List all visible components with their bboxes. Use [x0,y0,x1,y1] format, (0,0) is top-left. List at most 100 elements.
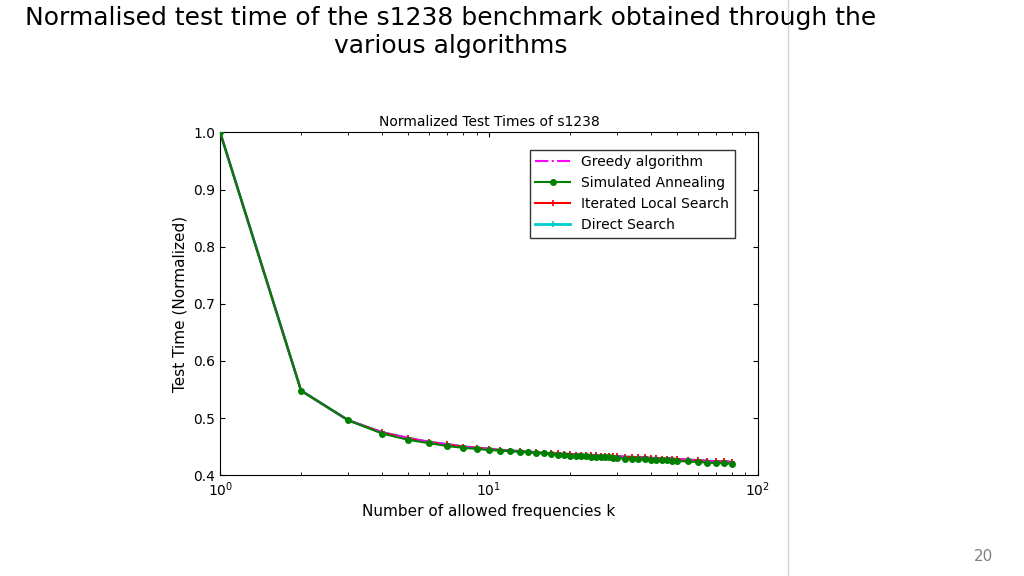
Iterated Local Search [645,454,657,461]
Direct Search [564,450,577,457]
Greedy algorithm [585,452,597,458]
Simulated Annealing [671,457,683,464]
Direct Search [441,441,454,448]
Greedy algorithm [611,453,624,460]
Iterated Local Search [626,453,638,460]
Greedy algorithm [626,453,638,460]
Y-axis label: Test Time (Normalized): Test Time (Normalized) [173,216,187,392]
Iterated Local Search [441,441,454,448]
Line: Simulated Annealing: Simulated Annealing [217,130,734,467]
Simulated Annealing [618,455,631,462]
Line: Iterated Local Search: Iterated Local Search [217,129,735,465]
Simulated Annealing [666,457,678,464]
Direct Search [530,449,543,456]
Iterated Local Search [639,454,651,461]
Greedy algorithm [483,445,496,452]
Greedy algorithm [671,456,683,463]
Iterated Local Search [470,444,482,451]
Iterated Local Search [401,435,414,442]
Simulated Annealing [441,442,454,449]
Simulated Annealing [564,452,577,459]
Simulated Annealing [470,445,482,452]
Direct Search [401,435,414,442]
Greedy algorithm [538,449,550,456]
Direct Search [682,456,694,463]
Simulated Annealing [645,456,657,463]
Greedy algorithm [618,453,631,460]
Direct Search [423,438,435,445]
Simulated Annealing [611,454,624,461]
Iterated Local Search [504,447,516,454]
Direct Search [611,453,624,460]
Direct Search [692,457,705,464]
Iterated Local Search [650,454,663,461]
Direct Search [569,451,582,458]
Iterated Local Search [682,456,694,463]
Simulated Annealing [401,437,414,444]
Simulated Annealing [504,448,516,454]
Simulated Annealing [342,417,354,424]
Iterated Local Search [574,451,587,458]
Direct Search [633,454,645,461]
Direct Search [726,458,738,465]
Greedy algorithm [470,444,482,451]
Greedy algorithm [594,452,606,459]
Simulated Annealing [494,447,506,454]
Direct Search [545,450,557,457]
Greedy algorithm [639,454,651,461]
Simulated Annealing [718,460,730,467]
Simulated Annealing [660,457,673,464]
Greedy algorithm [607,453,620,460]
Iterated Local Search [599,452,611,459]
Direct Search [574,451,587,458]
Line: Direct Search: Direct Search [217,129,735,465]
Direct Search [590,452,602,458]
Iterated Local Search [618,453,631,460]
Simulated Annealing [655,457,668,464]
Simulated Annealing [522,449,535,456]
Greedy algorithm [513,448,525,454]
Greedy algorithm [603,452,615,459]
Greedy algorithm [295,387,307,394]
Greedy algorithm [494,446,506,453]
Direct Search [626,453,638,460]
Iterated Local Search [655,455,668,462]
Simulated Annealing [590,453,602,460]
Direct Search [483,445,496,452]
Greedy algorithm [423,438,435,445]
Text: Normalised test time of the s1238 benchmark obtained through the
various algorit: Normalised test time of the s1238 benchm… [25,6,877,58]
Direct Search [645,454,657,461]
Direct Search [504,447,516,454]
Greedy algorithm [558,450,570,457]
Direct Search [552,450,564,457]
Direct Search [650,454,663,461]
Iterated Local Search [530,449,543,456]
Iterated Local Search [552,450,564,457]
Iterated Local Search [611,453,624,460]
Simulated Annealing [607,454,620,461]
Iterated Local Search [513,448,525,454]
Iterated Local Search [522,448,535,455]
Simulated Annealing [513,448,525,455]
Iterated Local Search [710,458,722,465]
Simulated Annealing [710,460,722,467]
Greedy algorithm [342,417,354,424]
Greedy algorithm [701,457,714,464]
Iterated Local Search [585,452,597,458]
Greedy algorithm [655,455,668,462]
Greedy algorithm [457,443,469,450]
Greedy algorithm [552,450,564,457]
Greedy algorithm [710,458,722,465]
Iterated Local Search [671,456,683,463]
Simulated Annealing [626,455,638,462]
Iterated Local Search [701,457,714,464]
Greedy algorithm [441,441,454,448]
Iterated Local Search [726,458,738,465]
Simulated Annealing [633,456,645,463]
Simulated Annealing [585,453,597,460]
Simulated Annealing [538,450,550,457]
Direct Search [295,387,307,394]
Simulated Annealing [599,454,611,461]
Direct Search [666,455,678,462]
Direct Search [655,455,668,462]
